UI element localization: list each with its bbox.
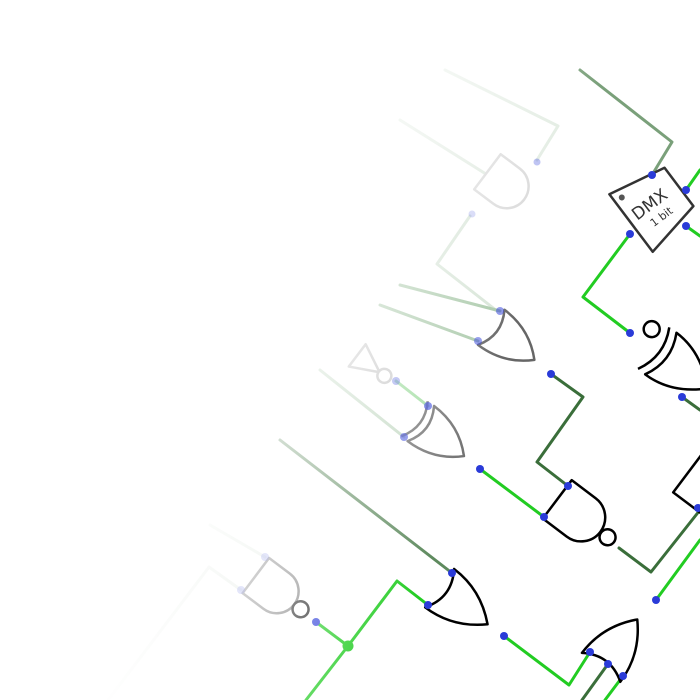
wire-junction[interactable] [342,640,354,652]
pin[interactable] [237,586,245,594]
pin[interactable] [261,553,269,561]
xor-gate-middle[interactable] [400,401,477,473]
wire-to-or-top-b[interactable] [378,303,480,343]
wires [106,68,700,700]
pin[interactable] [424,601,432,609]
pin[interactable] [400,433,408,441]
pin[interactable] [312,618,320,626]
wire-nand-out[interactable] [617,508,700,574]
pin[interactable] [564,482,572,490]
wire-not-out[interactable] [394,379,430,408]
nand-gate-bottom-left[interactable] [241,556,321,632]
nand-gate-middle[interactable] [541,478,629,561]
pin[interactable] [626,230,634,238]
pin[interactable] [678,393,686,401]
or-gate-top[interactable] [476,308,548,378]
pin[interactable] [474,337,482,345]
pin[interactable] [533,158,541,166]
pin[interactable] [500,632,508,640]
pin[interactable] [547,370,555,378]
or-gate-bottom-middle[interactable] [423,567,502,643]
pin[interactable] [448,569,456,577]
pin[interactable] [626,329,634,337]
wire-or-bottom-out[interactable] [502,634,592,687]
wire-long-diag[interactable] [278,438,454,575]
pin[interactable] [496,307,504,315]
wire-right-diag[interactable] [654,538,700,602]
xnor-gate-right[interactable] [621,315,700,409]
pin[interactable] [604,660,612,668]
wire-faded-bottom-left-a[interactable] [208,523,267,559]
wire-or-top-out[interactable] [535,372,585,488]
pin[interactable] [476,465,484,473]
wire-dmx-out[interactable] [581,232,632,335]
pin[interactable] [652,596,660,604]
wire-to-or-top-a[interactable] [398,283,502,313]
pin[interactable] [424,402,432,410]
pin[interactable] [468,210,476,218]
pin[interactable] [619,672,627,680]
not-gate-faded[interactable] [347,342,399,391]
pin[interactable] [586,648,594,656]
pin[interactable] [540,513,548,521]
wire-faded-top[interactable] [578,68,674,177]
pin[interactable] [682,186,690,194]
wire-junction-up[interactable] [346,579,430,648]
wire-junction-down[interactable] [304,644,350,700]
wire-xor-mid-out[interactable] [478,467,546,519]
pin[interactable] [682,222,690,230]
wire-nand-bottom-out[interactable] [314,620,350,648]
wire-faded-bottom-left-b[interactable] [106,565,243,700]
wire-faded-upper-gate-in2[interactable] [443,68,560,162]
pin[interactable] [648,171,656,179]
and-gate-faded-upper[interactable] [472,152,537,217]
wire-bottom-right-a[interactable] [580,662,610,700]
pin[interactable] [392,377,400,385]
